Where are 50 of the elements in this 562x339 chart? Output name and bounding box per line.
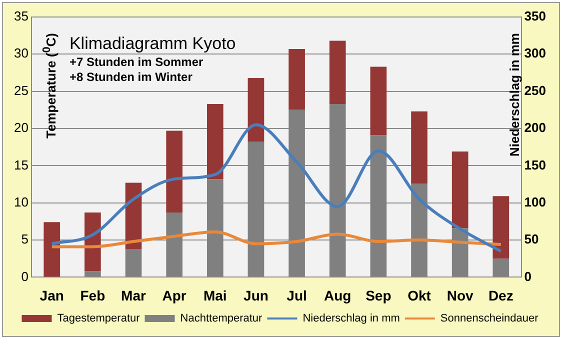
y2-axis-title: Niederschlag in mm (507, 33, 522, 159)
bar (492, 196, 510, 259)
bar (84, 271, 101, 277)
y-tick-label: 30 (14, 46, 28, 61)
y-tick-label: 20 (14, 120, 28, 136)
annotation: +7 Stunden im Sommer (69, 55, 204, 69)
y-tick-label: 35 (14, 8, 28, 24)
y2-tick-label: 0 (524, 268, 532, 284)
bar (166, 130, 182, 213)
y2-tick-label: 250 (524, 82, 546, 98)
annotation: +8 Stunden im Winter (69, 70, 193, 84)
y-tick-label: 5 (21, 232, 28, 247)
y-tick-label: 25 (14, 82, 28, 98)
y2-tick-label: 200 (524, 120, 546, 136)
bar (44, 222, 60, 277)
legend-label: Sonnenscheindauer (440, 312, 539, 325)
line-series (50, 230, 502, 248)
legend-label: Nachttemperatur (180, 312, 263, 325)
y-tick-label: 0 (21, 268, 28, 284)
x-tick-label: Mai (203, 287, 227, 304)
y2-tick-label: 150 (524, 157, 546, 172)
y-tick-label: 10 (14, 194, 28, 210)
x-tick-label: Nov (446, 287, 474, 304)
y2-tick-label: 100 (524, 194, 546, 210)
y2-tick-label: 50 (524, 232, 539, 247)
x-tick-label: Aug (324, 287, 352, 304)
x-tick-label: Jan (40, 287, 64, 304)
y2-tick-label: 300 (524, 46, 546, 61)
bar (411, 111, 428, 184)
bar (125, 248, 142, 277)
bar (370, 66, 387, 136)
x-tick-label: Apr (162, 287, 187, 304)
legend-label: Tagestemperatur (57, 312, 140, 325)
bar (288, 48, 305, 110)
bar (206, 104, 224, 180)
x-tick-label: Sep (366, 287, 392, 304)
x-tick-label: Mar (121, 287, 147, 304)
x-tick-label: Feb (80, 287, 106, 304)
x-tick-label: Jul (286, 287, 307, 304)
bar (492, 258, 510, 277)
bar (452, 152, 468, 228)
bar (329, 40, 346, 104)
x-tick-label: Jun (244, 287, 268, 304)
text: Klimadiagramm Kyoto (69, 34, 236, 53)
y-tick-label: 15 (14, 157, 28, 172)
x-tick-label: Dez (488, 287, 514, 304)
bar (248, 78, 264, 142)
x-tick-label: Okt (408, 287, 432, 304)
legend-label: Niederschlag in mm (302, 312, 400, 325)
y2-tick-label: 350 (524, 8, 546, 24)
